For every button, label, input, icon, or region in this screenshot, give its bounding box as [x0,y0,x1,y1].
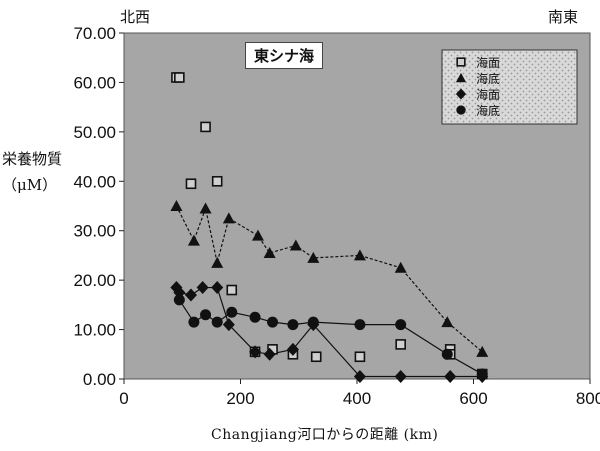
x-axis-label: Changjiang河口からの距離 (km) [211,427,439,443]
x-tick-label: 400 [343,389,371,408]
data-point-diamond [222,318,235,332]
data-point-square-open [310,351,322,363]
y-tick-label: 10.00 [73,321,116,340]
legend-entry-label: 海底 [476,71,500,86]
legend-marker-diamond [455,88,467,100]
x-tick-label: 200 [226,389,254,408]
data-point-diamond [444,370,457,384]
data-point-circle [267,316,279,328]
legend-marker-circle [456,105,466,115]
data-point-square-open [226,284,238,296]
corner-label-right: 南東 [548,8,579,26]
data-point-circle [476,368,488,380]
data-point-triangle [222,212,235,224]
data-point-square-open [354,351,366,363]
data-point-triangle [263,246,276,258]
data-point-triangle [476,345,489,357]
data-point-diamond [249,345,262,359]
data-point-triangle [211,256,224,268]
data-point-circle [173,294,185,306]
legend-entry-label: 海面 [476,55,500,70]
data-point-diamond [196,281,209,295]
y-tick-label: 40.00 [73,172,116,191]
legend-marker-triangle [455,72,467,83]
data-point-circle [287,319,299,331]
data-point-triangle [441,316,454,328]
data-point-triangle [353,249,366,261]
data-point-circle [200,309,212,321]
legend-entry-label: 海面 [476,87,500,102]
data-point-diamond [394,370,407,384]
data-point-square-open [185,178,197,190]
data-point-triangle [199,202,212,214]
data-point-triangle [187,234,200,246]
y-tick-label: 70.00 [73,24,116,43]
data-point-circle [211,316,223,328]
x-tick-label: 800 [576,389,600,408]
corner-label-left: 北西 [120,8,151,26]
y-tick-label: 30.00 [73,222,116,241]
y-tick-label: 60.00 [73,73,116,92]
data-point-square-open [174,72,185,83]
data-point-triangle [394,261,407,273]
data-point-circle [249,311,261,323]
y-tick-label: 20.00 [73,271,116,290]
data-point-diamond [211,281,224,295]
data-point-diamond [263,347,276,361]
y-tick-label: 50.00 [73,123,116,142]
data-point-diamond [286,342,299,356]
data-point-triangle [170,200,183,211]
data-point-diamond [184,288,197,302]
data-point-circle [441,348,453,360]
data-point-circle [395,319,407,331]
data-point-square-open [395,339,406,350]
x-tick-label: 0 [119,389,128,408]
data-point-diamond [353,370,366,384]
data-point-square-open [200,121,211,133]
data-point-square-open [211,175,223,187]
data-point-triangle [289,239,302,251]
x-tick-label: 600 [459,389,487,408]
data-point-circle [188,316,200,328]
legend-entry-label: 海底 [476,103,500,118]
y-axis-label-line1: 栄養物質 [2,150,63,168]
data-point-circle [226,306,238,318]
data-point-triangle [307,251,320,263]
y-tick-label: 0.00 [83,370,116,389]
data-point-circle [307,316,319,328]
data-point-triangle [251,229,264,241]
y-axis-label-line2: （μM） [2,176,58,194]
inset-label: 東シナ海 [245,42,324,69]
data-point-circle [354,319,366,331]
legend-marker-square-open [456,57,466,67]
